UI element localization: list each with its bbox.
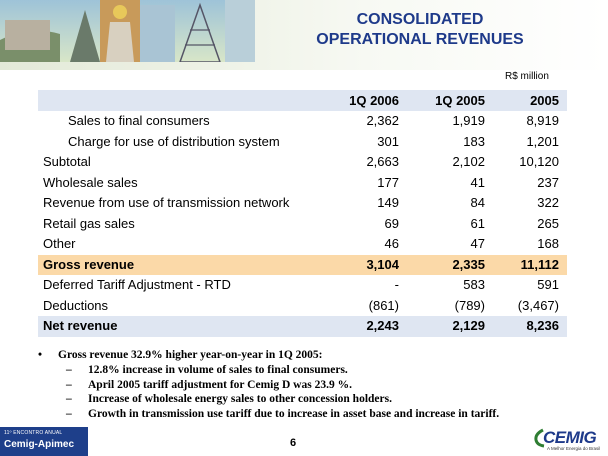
table-row: Deferred Tariff Adjustment - RTD - 583 5… [38, 275, 567, 296]
row-label: Deductions [43, 297, 109, 313]
bullet-main-text: Gross revenue 32.9% higher year-on-year … [58, 349, 323, 361]
cell-2005: 265 [537, 215, 559, 231]
logo-mark-icon [534, 428, 545, 448]
page-number: 6 [290, 437, 297, 449]
title-line-1: CONSOLIDATED [356, 11, 484, 28]
cell-1q2005: (789) [454, 297, 485, 313]
event-edition: 11º ENCONTRO ANUAL [4, 430, 63, 436]
cell-1q2005: 583 [463, 277, 485, 292]
cell-2005: 322 [537, 195, 559, 210]
row-label: Subtotal [43, 154, 91, 169]
cell-1q2005: 2,129 [452, 318, 485, 333]
cell-1q2006: - [394, 277, 399, 292]
table-row: Revenue from use of transmission network… [38, 193, 567, 214]
table-header-row: 1Q 2006 1Q 2005 2005 [38, 90, 567, 111]
bullet-sub: – Growth in transmission use tariff due … [38, 407, 598, 422]
column-header-1q2006: 1Q 2006 [349, 93, 399, 108]
table-row: Charge for use of distribution system 30… [38, 132, 567, 153]
gross-revenue-row: Gross revenue 3,104 2,335 11,112 [38, 254, 567, 275]
cell-1q2006: 301 [377, 133, 399, 149]
row-label: Net revenue [43, 318, 118, 333]
cell-1q2006: 2,362 [366, 113, 399, 128]
cell-1q2006: 2,663 [366, 154, 399, 169]
bullet-sub-text: Growth in transmission use tariff due to… [88, 407, 500, 420]
dash-icon: – [66, 378, 72, 391]
row-label: Gross revenue [43, 256, 135, 272]
cell-1q2005: 2,335 [452, 256, 485, 272]
cell-1q2006: (861) [368, 297, 399, 313]
page-title: CONSOLIDATED OPERATIONAL REVENUES [270, 10, 570, 50]
cell-2005: 1,201 [526, 133, 559, 149]
table-row: Wholesale sales 177 41 237 [38, 173, 567, 194]
cell-1q2006: 177 [377, 174, 399, 190]
cell-2005: 10,120 [519, 154, 559, 169]
bullet-sub-text: April 2005 tariff adjustment for Cemig D… [88, 378, 352, 391]
bullet-sub: – 12.8% increase in volume of sales to f… [38, 363, 598, 378]
row-label: Charge for use of distribution system [68, 133, 280, 149]
table-row: Other 46 47 168 [38, 234, 567, 255]
cell-1q2006: 2,243 [366, 318, 399, 333]
bullet-list: • Gross revenue 32.9% higher year-on-yea… [38, 347, 598, 421]
title-line-2: OPERATIONAL REVENUES [316, 31, 524, 48]
revenue-table: 1Q 2006 1Q 2005 2005 Sales to final cons… [38, 90, 567, 337]
cell-2005: 237 [537, 174, 559, 190]
net-revenue-row: Net revenue 2,243 2,129 8,236 [38, 316, 567, 337]
cell-2005: 8,919 [526, 113, 559, 128]
cemig-logo: CEMIG A Melhor Energia do Brasil [533, 426, 603, 454]
row-label: Deferred Tariff Adjustment - RTD [43, 277, 231, 292]
bullet-sub-text: 12.8% increase in volume of sales to fin… [88, 364, 348, 376]
cell-1q2005: 183 [463, 133, 485, 149]
logo-tagline: A Melhor Energia do Brasil [547, 446, 601, 451]
header-photo [0, 0, 255, 62]
column-header-2005: 2005 [530, 93, 559, 108]
cell-2005: (3,467) [517, 297, 559, 313]
cell-2005: 11,112 [520, 256, 559, 272]
cell-1q2005: 61 [470, 215, 485, 231]
event-name: Cemig-Apimec [4, 439, 75, 450]
row-label: Revenue from use of transmission network [43, 195, 290, 210]
row-label: Other [43, 236, 76, 251]
cell-1q2005: 84 [470, 195, 485, 210]
row-label: Wholesale sales [43, 174, 138, 190]
logo-word: CEMIG [543, 428, 597, 447]
event-badge: 11º ENCONTRO ANUAL Cemig-Apimec [0, 427, 88, 456]
dash-icon: – [66, 364, 72, 376]
table-row: Retail gas sales 69 61 265 [38, 214, 567, 235]
bullet-main: • Gross revenue 32.9% higher year-on-yea… [38, 347, 598, 363]
bullet-dot-icon: • [38, 349, 43, 361]
table-row: Sales to final consumers 2,362 1,919 8,9… [38, 111, 567, 132]
bullet-sub: – Increase of wholesale energy sales to … [38, 392, 598, 407]
cell-1q2006: 3,104 [366, 256, 399, 272]
cell-1q2005: 2,102 [452, 154, 485, 169]
table-row: Subtotal 2,663 2,102 10,120 [38, 152, 567, 173]
cell-2005: 8,236 [526, 318, 559, 333]
cell-1q2005: 1,919 [452, 113, 485, 128]
bullet-sub-text: Increase of wholesale energy sales to ot… [88, 393, 392, 405]
cell-2005: 591 [537, 277, 559, 292]
row-label: Sales to final consumers [68, 113, 210, 128]
cell-1q2006: 46 [384, 236, 399, 251]
cell-1q2006: 69 [384, 215, 399, 231]
bullet-sub: – April 2005 tariff adjustment for Cemig… [38, 378, 598, 393]
unit-label: R$ million [505, 71, 549, 82]
dash-icon: – [66, 407, 72, 420]
row-label: Retail gas sales [43, 215, 135, 231]
dash-icon: – [66, 393, 72, 405]
cell-2005: 168 [537, 236, 559, 251]
table-row: Deductions (861) (789) (3,467) [38, 296, 567, 317]
column-header-1q2005: 1Q 2005 [435, 93, 485, 108]
cell-1q2005: 41 [470, 174, 485, 190]
cell-1q2006: 149 [377, 195, 399, 210]
cell-1q2005: 47 [470, 236, 485, 251]
